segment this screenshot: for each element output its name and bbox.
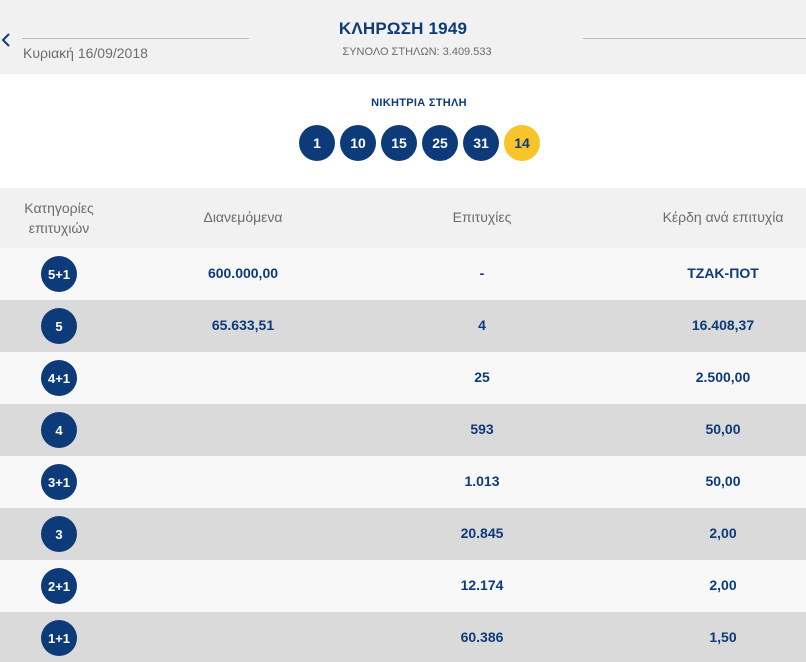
prize-per-success: 50,00: [705, 473, 741, 489]
joker-number-ball: 14: [504, 125, 540, 161]
total-columns: ΣΥΝΟΛΟ ΣΤΗΛΩΝ: 3.409.533: [342, 46, 492, 58]
category-badge: 2+1: [41, 568, 77, 604]
header-divider-left: [22, 38, 249, 39]
category-badge: 5: [41, 308, 77, 344]
winning-number-ball: 1: [299, 125, 335, 161]
distributed-amount: 65.633,51: [211, 317, 275, 333]
prize-per-success: ΤΖΑΚ-ΠΟΤ: [687, 265, 759, 281]
table-row: 3 20.845 2,00: [0, 508, 806, 560]
table-row: 1+1 60.386 1,50: [0, 612, 806, 662]
winning-number-ball: 15: [381, 125, 417, 161]
category-badge: 3: [41, 516, 77, 552]
table-row: 5+1 600.000,00 - ΤΖΑΚ-ΠΟΤ: [0, 248, 806, 300]
back-button[interactable]: [0, 30, 14, 50]
category-badge: 5+1: [41, 256, 77, 292]
header-distributed: Διανεμόμενα: [203, 209, 283, 225]
table-row: 4+1 25 2.500,00: [0, 352, 806, 404]
header-prize-per-success: Κέρδη ανά επιτυχία: [662, 209, 784, 225]
winning-numbers: 1 10 15 25 31 14: [299, 125, 540, 161]
prize-per-success: 2.500,00: [695, 369, 751, 385]
successes-count: 12.174: [460, 577, 504, 593]
winning-number-ball: 10: [340, 125, 376, 161]
category-badge: 1+1: [41, 620, 77, 656]
prize-per-success: 2,00: [709, 577, 737, 593]
winning-column-title: ΝΙΚΗΤΡΙΑ ΣΤΗΛΗ: [371, 97, 467, 109]
prize-per-success: 50,00: [705, 421, 741, 437]
results-table-header: Κατηγορίες επιτυχιών Διανεμόμενα Επιτυχί…: [0, 188, 806, 248]
distributed-amount: 600.000,00: [207, 265, 279, 281]
draw-date: Κυριακή 16/09/2018: [23, 45, 148, 61]
table-row: 3+1 1.013 50,00: [0, 456, 806, 508]
successes-count: 60.386: [460, 629, 504, 645]
winning-number-ball: 25: [422, 125, 458, 161]
draw-title: ΚΛΗΡΩΣΗ 1949: [338, 19, 468, 38]
chevron-left-icon[interactable]: [0, 30, 14, 50]
prize-per-success: 1,50: [709, 629, 737, 645]
successes-count: 20.845: [460, 525, 504, 541]
category-badge: 4: [41, 412, 77, 448]
draw-header: ΚΛΗΡΩΣΗ 1949 Κυριακή 16/09/2018 ΣΥΝΟΛΟ Σ…: [0, 0, 806, 74]
results-table-body: 5+1 600.000,00 - ΤΖΑΚ-ΠΟΤ 5 65.633,51 4 …: [0, 248, 806, 662]
successes-count: -: [479, 265, 485, 281]
successes-count: 593: [470, 421, 494, 437]
prize-per-success: 16.408,37: [691, 317, 755, 333]
category-badge: 4+1: [41, 360, 77, 396]
table-row: 4 593 50,00: [0, 404, 806, 456]
successes-count: 25: [474, 369, 490, 385]
successes-count: 4: [478, 317, 486, 333]
table-row: 2+1 12.174 2,00: [0, 560, 806, 612]
category-badge: 3+1: [41, 464, 77, 500]
header-successes: Επιτυχίες: [452, 209, 512, 225]
winning-number-ball: 31: [463, 125, 499, 161]
header-category: Κατηγορίες επιτυχιών: [24, 200, 94, 236]
header-divider-right: [583, 38, 806, 39]
successes-count: 1.013: [464, 473, 500, 489]
table-row: 5 65.633,51 4 16.408,37: [0, 300, 806, 352]
prize-per-success: 2,00: [709, 525, 737, 541]
